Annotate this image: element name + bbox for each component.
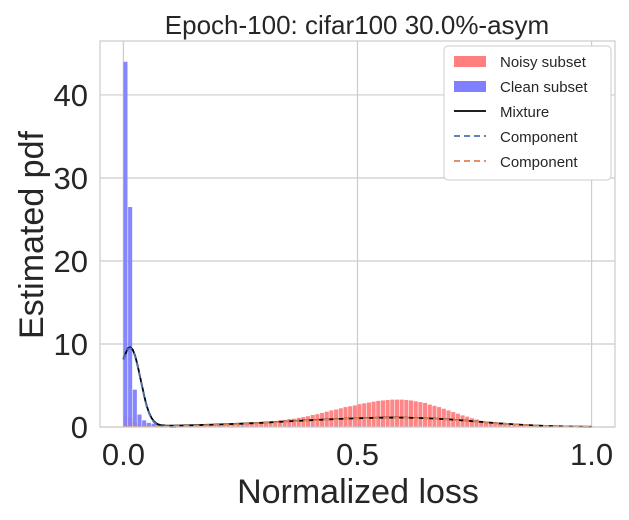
x-tick-label: 0.0 [102,437,145,472]
noisy-subset-bar [399,399,404,427]
noisy-subset-bar [427,404,432,427]
legend: Noisy subset Clean subset Mixture Compon… [443,45,612,181]
x-tick-label: 1.0 [570,437,613,472]
y-axis-label: Estimated pdf [13,131,51,339]
noisy-subset-bar [282,419,287,427]
clean-subset-bar [179,425,184,427]
plot-frame [99,40,616,428]
noisy-subset-bar [394,399,400,427]
noisy-subset-bar [409,400,414,427]
noisy-subset-bar [343,407,348,427]
noisy-subset-bar [493,423,498,427]
noisy-subset-bar [357,404,362,427]
noisy-subset-bar [497,424,503,427]
clean-subset-bar [132,389,137,427]
y-tick-label: 10 [54,327,88,362]
x-ticks: 0.0 0.5 1.0 [102,437,613,472]
noisy-subset-bar [306,416,311,427]
density-lines [122,346,592,428]
noisy-subset-bar [226,424,231,427]
clean-subset-bar [123,61,128,428]
noisy-subset-bar [516,425,521,427]
noisy-subset-bar [441,408,446,427]
y-tick-label: 30 [54,161,88,196]
legend-label-noisy: Noisy subset [500,54,587,71]
noisy-subset-bar [245,423,250,427]
noisy-subset-bar [259,422,264,427]
noisy-subset-bar [263,422,268,427]
noisy-subset-bar [207,424,212,427]
noisy-subset-bar [432,405,437,427]
noisy-subset-bar [203,425,208,427]
noisy-subset-bar [338,408,343,427]
noisy-subset-bar [385,400,390,427]
noisy-subset-bar [296,417,301,427]
noisy-subset-bar [277,420,282,427]
y-ticks: 0 10 20 30 40 [54,78,88,445]
noisy-subset-bar [221,424,226,427]
y-tick-label: 20 [54,244,88,279]
noisy-subset-bar [291,418,297,427]
noisy-subset-bar [273,421,278,427]
clean-subset-bar [146,422,151,427]
noisy-subset-bar [376,400,381,427]
legend-swatch-noisy [454,56,486,67]
noisy-subset-bar [423,402,428,427]
noisy-subset-bar [254,422,259,427]
clean-subset-bar [188,425,194,427]
clean-subset-bar [142,420,147,427]
noisy-subset-bar [287,419,292,427]
noisy-subset-bar [418,402,423,427]
noisy-subset-bar [483,422,488,427]
noisy-subset-bar [362,403,367,427]
noisy-subset-bar [348,406,353,427]
noisy-subset-bar [231,424,236,427]
noisy-subset-bar [437,407,442,427]
legend-swatch-clean [454,81,486,92]
noisy-subset-bar [488,422,493,427]
clean-subset-bar [128,207,133,427]
noisy-subset-bar [371,401,376,427]
noisy-subset-bar [217,424,222,427]
chart-title: Epoch-100: cifar100 30.0%-asym [165,10,549,40]
noisy-subset-bar [390,399,395,427]
y-tick-label: 0 [71,410,88,445]
component-2-line [123,416,592,428]
legend-label-mixture: Mixture [500,104,549,121]
component-1-line [122,347,180,428]
noisy-subset-bar [512,425,517,427]
noisy-subset-bar [212,424,217,427]
legend-label-clean: Clean subset [500,79,588,96]
x-axis-label: Normalized loss [237,473,479,511]
noisy-subset-bar [352,405,357,427]
noisy-subset-bar [413,401,418,427]
noisy-subset-bar [507,424,512,427]
noisy-subset-bar [268,421,273,427]
noisy-subset-bar [366,402,371,427]
x-tick-label: 0.5 [336,437,379,472]
noisy-subset-bar [380,400,385,427]
y-tick-label: 40 [54,78,88,113]
clean-subset-bar [151,423,156,427]
legend-label-component-1: Component [500,129,578,146]
clean-subset-bar [137,414,142,427]
noisy-subset-bar [474,419,479,427]
noisy-subset-bar [479,420,484,427]
noisy-subset-bar [198,425,203,427]
legend-box [443,45,612,181]
noisy-subset-bar [235,423,240,427]
noisy-subset-bar [469,418,474,427]
legend-label-component-2: Component [500,154,578,171]
noisy-subset-bar [240,423,245,427]
noisy-subset-bar [502,424,507,427]
noisy-subset-bar [301,417,306,427]
noisy-subset-bar [249,422,254,427]
noisy-subset-bar [404,400,409,427]
